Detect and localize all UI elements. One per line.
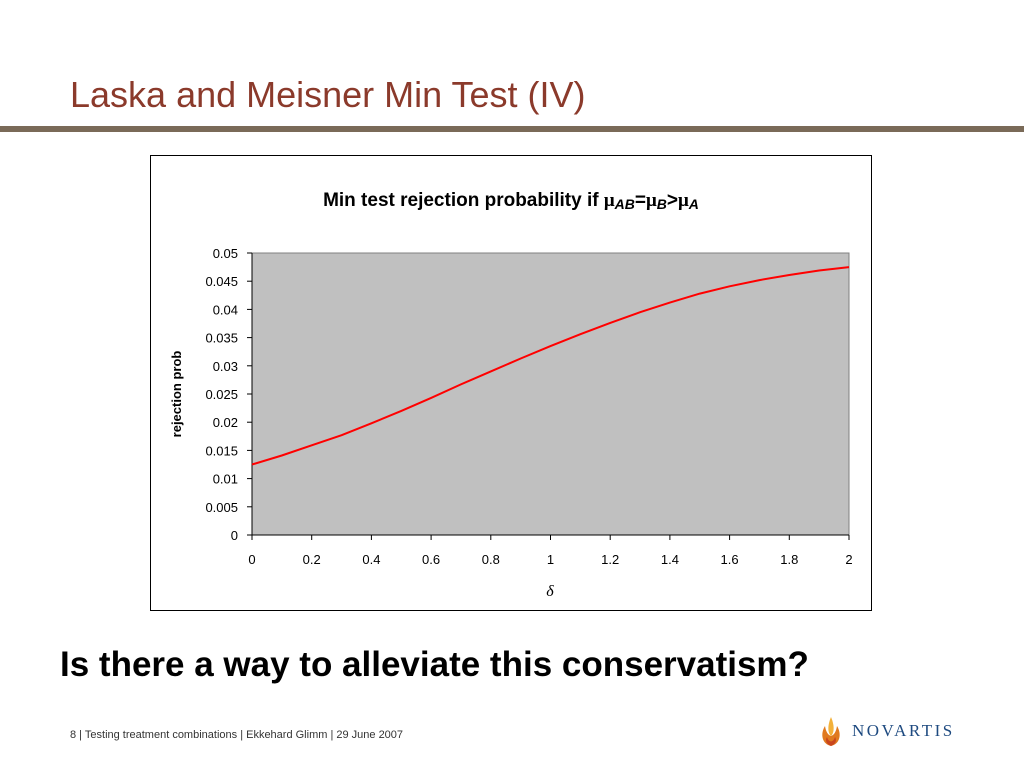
chart-title-part: μ (604, 190, 615, 211)
chart-title-part: AB (614, 196, 635, 212)
title-divider (0, 126, 1024, 132)
y-tick-label: 0.05 (213, 246, 238, 261)
x-tick-label: 0.6 (422, 552, 440, 567)
x-tick-label: 1.4 (661, 552, 679, 567)
x-tick-label: 1 (547, 552, 554, 567)
x-tick-label: 0 (248, 552, 255, 567)
y-tick-label: 0.025 (205, 387, 238, 402)
x-tick-label: 1.2 (601, 552, 619, 567)
series-line (251, 266, 850, 466)
slide-title: Laska and Meisner Min Test (IV) (70, 74, 586, 115)
y-tick-label: 0.02 (213, 415, 238, 430)
y-tick-label: 0 (231, 528, 238, 543)
footer-text: 8 | Testing treatment combinations | Ekk… (70, 729, 404, 741)
y-tick-label: 0.01 (213, 472, 238, 487)
chart-title-part: > (667, 190, 678, 211)
x-axis-label: δ (546, 583, 554, 600)
x-axis-ticks: 0 0.2 0.4 0.6 0.8 1 1.2 1.4 1.6 1.8 2 (248, 535, 853, 567)
chart-title: Min test rejection probability if μAB=μB… (323, 190, 699, 212)
y-tick-label: 0.045 (205, 274, 238, 289)
x-tick-label: 0.8 (482, 552, 500, 567)
chart-frame: Min test rejection probability if μAB=μB… (150, 155, 872, 611)
chart-title-part: B (657, 196, 667, 212)
y-axis-label: rejection prob (169, 351, 184, 438)
line-chart: Min test rejection probability if μAB=μB… (169, 190, 853, 600)
x-tick-label: 2 (845, 552, 852, 567)
chart-title-part: Min test rejection probability if (323, 190, 604, 211)
question-text: Is there a way to alleviate this conserv… (60, 645, 809, 684)
novartis-logo-text: NOVARTIS (852, 721, 955, 740)
x-tick-label: 1.6 (721, 552, 739, 567)
x-tick-label: 0.2 (303, 552, 321, 567)
x-tick-label: 0.4 (362, 552, 380, 567)
chart-title-part: A (688, 196, 699, 212)
y-axis-ticks: 0 0.005 0.01 0.015 0.02 0.025 0.03 0.035 0.04 0.0… (205, 246, 252, 543)
plot-area (251, 252, 850, 536)
novartis-flame-icon (822, 717, 840, 746)
y-tick-label: 0.005 (205, 500, 238, 515)
y-tick-label: 0.03 (213, 359, 238, 374)
chart-title-part: = (635, 190, 646, 211)
y-tick-label: 0.015 (205, 443, 238, 458)
y-tick-label: 0.04 (213, 302, 238, 317)
chart-title-part: μ (678, 190, 689, 211)
chart-title-part: μ (646, 190, 657, 211)
y-tick-label: 0.035 (205, 331, 238, 346)
x-tick-label: 1.8 (780, 552, 798, 567)
